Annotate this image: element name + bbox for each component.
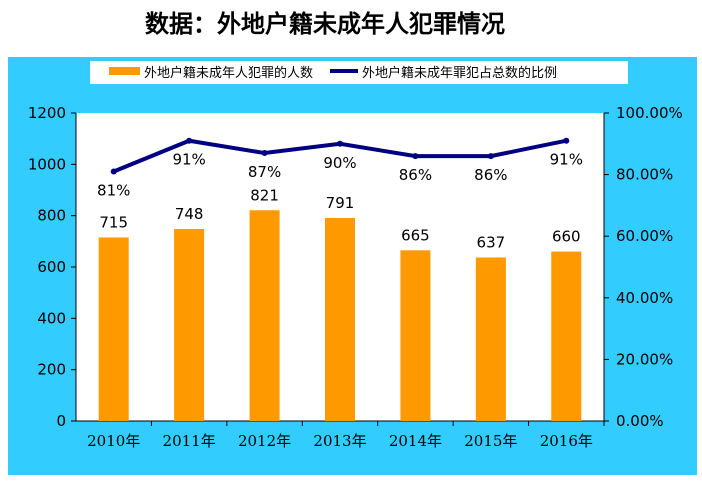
line-point [110, 168, 117, 175]
left-tick-label: 1000 [28, 155, 66, 173]
legend-line-label: 外地户籍未成年罪犯占总数的比例 [362, 65, 557, 81]
line-data-label: 87% [248, 163, 281, 181]
bar [174, 229, 205, 421]
left-tick-label: 800 [37, 207, 66, 225]
line-point [337, 140, 343, 147]
x-tick-label: 2015年 [464, 432, 517, 450]
bar-data-label: 748 [175, 205, 204, 223]
line-data-label: 91% [550, 151, 583, 169]
bar-data-label: 660 [552, 228, 581, 246]
bar-data-label: 821 [250, 186, 279, 204]
bar-data-label: 715 [99, 213, 128, 231]
bar [551, 251, 582, 421]
legend-bar-label: 外地户籍未成年人犯罪的人数 [144, 65, 313, 81]
line-data-label: 91% [172, 151, 205, 169]
x-tick-label: 2012年 [238, 432, 291, 450]
line-point [261, 150, 268, 157]
line-data-label: 86% [474, 166, 507, 184]
bar-data-label: 665 [401, 226, 430, 244]
bar-data-label: 791 [326, 194, 355, 212]
x-tick-label: 2016年 [540, 432, 593, 450]
left-tick-label: 0 [56, 412, 66, 430]
left-tick-label: 600 [37, 258, 66, 276]
bar [98, 237, 129, 421]
line-data-label: 81% [97, 182, 130, 200]
legend [90, 61, 628, 84]
line-point [487, 153, 494, 160]
line-data-label: 90% [323, 154, 356, 172]
bar [400, 250, 431, 421]
right-tick-label: 80.00% [616, 166, 673, 184]
legend-bar-swatch [109, 67, 140, 75]
right-tick-label: 20.00% [616, 350, 673, 368]
right-tick-label: 100.00% [616, 104, 683, 122]
bar-data-label: 637 [477, 234, 506, 252]
line-point [412, 153, 419, 160]
left-tick-label: 200 [37, 361, 66, 379]
left-tick-label: 1200 [28, 104, 66, 122]
right-tick-label: 40.00% [616, 289, 673, 307]
chart-title: 数据：外地户籍未成年人犯罪情况 [145, 9, 505, 38]
line-point [186, 137, 193, 144]
bar [325, 217, 355, 421]
left-tick-label: 400 [37, 309, 66, 327]
right-tick-label: 0.00% [616, 412, 664, 430]
right-tick-label: 60.00% [616, 227, 673, 245]
bar [249, 210, 280, 421]
bar [475, 257, 506, 421]
x-tick-label: 2014年 [389, 432, 442, 450]
x-tick-label: 2013年 [313, 432, 366, 450]
x-tick-label: 2011年 [163, 432, 216, 450]
line-data-label: 86% [399, 166, 432, 184]
line-point [563, 137, 570, 144]
x-tick-label: 2010年 [87, 432, 140, 450]
